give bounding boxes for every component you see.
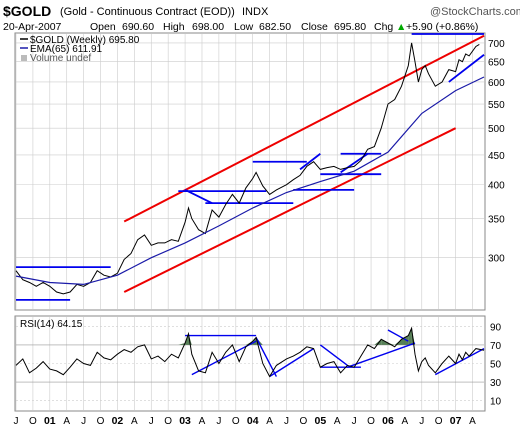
volume-legend: Volume undef <box>30 53 91 64</box>
x-axis: J O 01 A J O 02 A J O 03 A J O 04 A J O 05 A J O 06 A J O 07 A <box>14 415 477 427</box>
exchange-label: INDX <box>242 6 269 18</box>
price-panel: 300 350 400 450 500 550 600 650 700 $GOLD (Weekl… <box>14 32 505 311</box>
rsi-trendline <box>347 342 416 368</box>
rsi-overbought-area <box>394 339 402 345</box>
x-tick-label: 06 <box>382 415 394 427</box>
low-value: 682.50 <box>259 21 291 33</box>
price-legend-series: $GOLD (Weekly) 695.80 <box>30 35 140 46</box>
price-tick-label: 700 <box>488 39 505 50</box>
rsi-overbought-area <box>401 335 409 345</box>
low-label: Low <box>234 21 254 33</box>
rsi-overbought-area <box>178 343 186 345</box>
price-plot-frame <box>14 32 486 311</box>
rsi-line <box>15 326 485 378</box>
rsi-overbought-area <box>411 328 415 345</box>
x-tick-label: O <box>29 416 37 427</box>
x-tick-label: J <box>149 416 154 427</box>
rsi-panel: 10 30 50 70 90 RSI(14) 64.15 <box>14 315 502 412</box>
open-label: Open <box>90 21 116 33</box>
close-value: 695.80 <box>334 21 366 33</box>
x-tick-label: J <box>284 416 289 427</box>
x-tick-label: A <box>199 416 206 427</box>
rsi-tick-label: 70 <box>490 341 502 352</box>
price-tick-label: 500 <box>488 124 505 135</box>
x-tick-label: A <box>469 416 476 427</box>
blue-trendline <box>299 153 321 171</box>
price-tick-label: 600 <box>488 78 505 89</box>
x-tick-label: 07 <box>450 415 462 427</box>
symbol-description: (Gold - Continuous Contract (EOD)) <box>60 6 235 18</box>
x-tick-label: O <box>367 416 375 427</box>
x-tick-label: J <box>419 416 424 427</box>
rsi-trendline <box>387 329 409 342</box>
x-tick-label: O <box>232 416 240 427</box>
rsi-tick-label: 90 <box>490 322 502 333</box>
x-tick-label: O <box>300 416 308 427</box>
high-value: 698.00 <box>192 21 224 33</box>
blue-trendline <box>184 189 213 204</box>
rsi-legend: RSI(14) 64.15 <box>20 319 83 330</box>
rsi-tick-label: 10 <box>490 397 502 408</box>
gold-price-line <box>15 42 480 295</box>
price-tick-label: 550 <box>488 100 505 111</box>
x-tick-label: J <box>216 416 221 427</box>
x-tick-label: 01 <box>44 415 56 427</box>
open-value: 690.60 <box>122 21 154 33</box>
rsi-overbought-area <box>374 339 382 345</box>
x-tick-label: J <box>81 416 86 427</box>
price-tick-label: 300 <box>488 254 505 265</box>
x-tick-label: A <box>63 416 70 427</box>
x-tick-label: O <box>164 416 172 427</box>
x-tick-label: 04 <box>247 415 259 427</box>
rsi-tick-label: 50 <box>490 360 502 371</box>
ema-line <box>15 76 485 286</box>
rsi-tick-label: 30 <box>490 378 502 389</box>
rsi-trendline <box>269 348 314 378</box>
chg-value: +5.90 (+0.86%) <box>406 21 478 33</box>
price-legend: $GOLD (Weekly) 695.80 EMA(65) 611.91 Vol… <box>20 35 140 64</box>
price-tick-label: 450 <box>488 151 505 162</box>
x-tick-label: J <box>352 416 357 427</box>
close-label: Close <box>301 21 328 33</box>
blue-trendline <box>448 54 485 83</box>
high-label: High <box>163 21 185 33</box>
x-tick-label: A <box>402 416 409 427</box>
ema-legend: EMA(65) 611.91 <box>30 44 103 55</box>
brand-label: @StockCharts.com <box>430 6 520 18</box>
symbol-title: $GOLD <box>3 3 51 19</box>
x-tick-label: A <box>334 416 341 427</box>
up-arrow-icon: ▲ <box>396 21 406 33</box>
volume-legend-swatch <box>21 55 27 61</box>
rsi-y-axis: 10 30 50 70 90 <box>490 322 502 407</box>
price-tick-label: 400 <box>488 181 505 192</box>
x-tick-label: A <box>266 416 273 427</box>
x-tick-label: O <box>97 416 105 427</box>
x-tick-label: 05 <box>314 415 326 427</box>
rsi-trendline <box>319 344 348 366</box>
red-trendline <box>123 127 457 293</box>
price-y-axis: 300 350 400 450 500 550 600 650 700 <box>488 39 505 265</box>
x-tick-label: 02 <box>112 415 124 427</box>
x-tick-label: J <box>14 416 19 427</box>
chg-label: Chg <box>374 21 393 33</box>
price-series <box>15 42 485 295</box>
x-tick-label: 03 <box>179 415 191 427</box>
x-tick-label: O <box>435 416 443 427</box>
price-tick-label: 350 <box>488 215 505 226</box>
x-tick-label: A <box>131 416 138 427</box>
quote-date: 20-Apr-2007 <box>3 21 62 33</box>
rsi-trendline <box>434 348 485 376</box>
rsi-overbought-area <box>408 328 412 345</box>
price-tick-label: 650 <box>488 58 505 69</box>
rsi-series <box>15 326 485 378</box>
